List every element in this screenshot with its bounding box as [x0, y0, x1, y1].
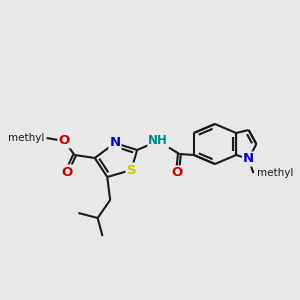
Text: NH: NH	[148, 134, 168, 148]
Text: O: O	[58, 134, 70, 148]
Text: O: O	[172, 167, 183, 179]
Text: N: N	[110, 136, 121, 149]
Text: O: O	[61, 166, 73, 178]
Text: N: N	[243, 152, 254, 166]
Text: methyl: methyl	[257, 168, 294, 178]
Text: methyl: methyl	[8, 133, 45, 143]
Text: S: S	[127, 164, 136, 176]
